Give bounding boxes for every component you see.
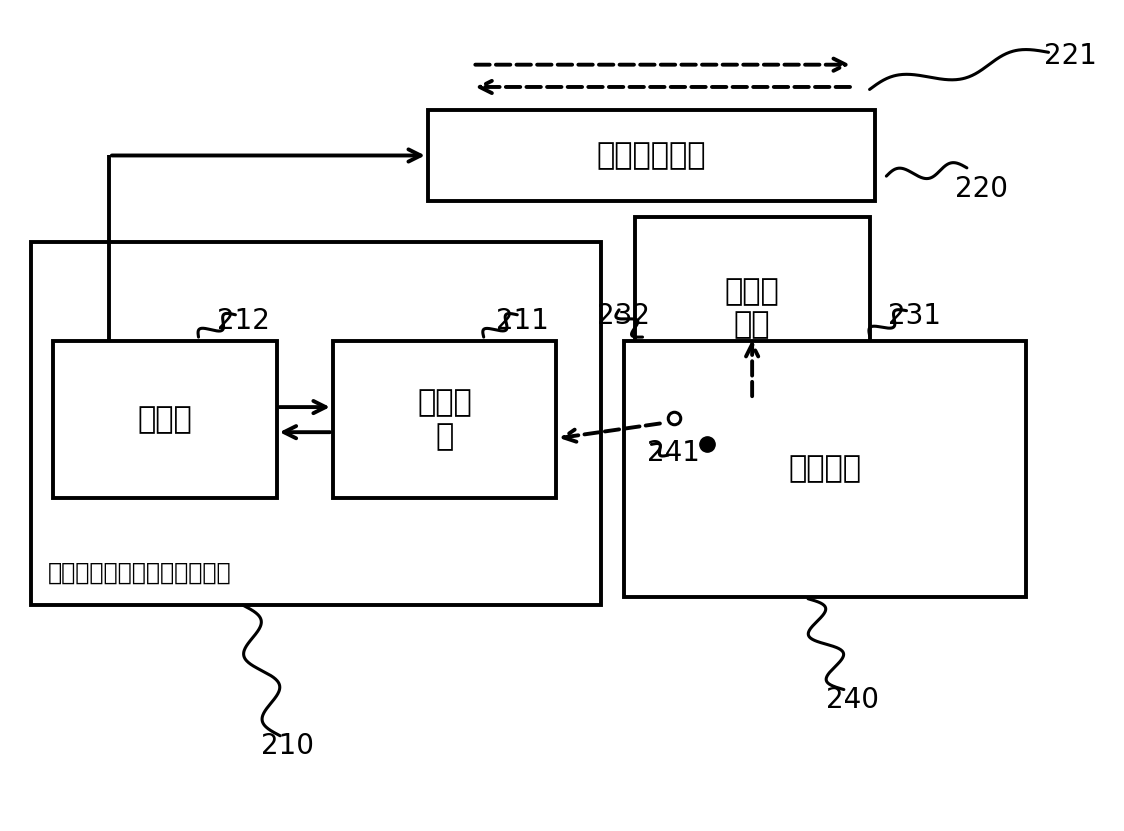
Text: 墨滴滴落位置偏移的校正系统: 墨滴滴落位置偏移的校正系统 [47, 561, 232, 585]
Text: 212: 212 [217, 307, 270, 335]
Text: 240: 240 [826, 686, 879, 715]
Bar [428, 110, 876, 201]
Text: 玻璃基板: 玻璃基板 [788, 455, 861, 484]
Text: 220: 220 [955, 175, 1008, 203]
Bar [624, 342, 1026, 597]
Bar [53, 342, 277, 498]
Text: 处理器: 处理器 [137, 406, 192, 434]
Text: 221: 221 [1044, 42, 1097, 71]
Text: 210: 210 [262, 731, 315, 760]
Text: 241: 241 [647, 439, 700, 467]
Text: 232: 232 [597, 302, 650, 331]
Text: 211: 211 [497, 307, 550, 335]
Text: 231: 231 [888, 302, 941, 331]
Text: 移动控制装置: 移动控制装置 [597, 141, 706, 170]
Text: 探测装
置: 探测装 置 [417, 388, 472, 451]
Bar [333, 342, 556, 498]
Bar [30, 242, 601, 605]
Bar [635, 218, 870, 399]
Text: 喷墨打
印头: 喷墨打 印头 [725, 277, 780, 340]
